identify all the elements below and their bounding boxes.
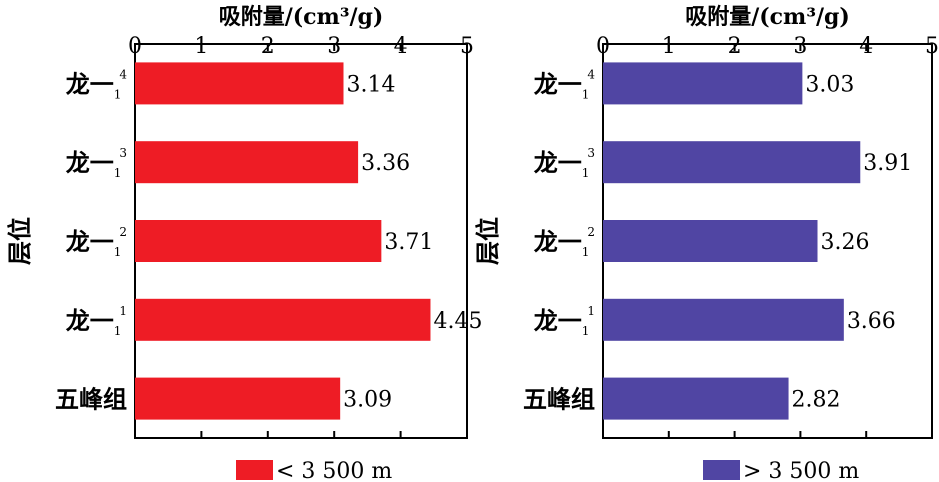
legend-label: > 3 500 m: [743, 459, 859, 482]
x-tick-label: 5: [925, 34, 939, 59]
bar-value-label: 3.71: [384, 230, 433, 255]
category-label-main: 龙一: [534, 69, 582, 98]
x-tick-label: 3: [793, 34, 807, 59]
x-tick-label: 4: [394, 34, 408, 59]
category-label-subscript: 1: [582, 166, 590, 180]
category-label-subscript: 1: [114, 245, 122, 259]
bar: [603, 298, 844, 341]
y-axis-label: 层位: [5, 217, 34, 265]
category-label-main: 五峰组: [523, 385, 595, 414]
category-label: 龙一1 2: [66, 225, 127, 259]
category-label-subscript: 1: [114, 324, 122, 338]
category-label-main: 龙一: [534, 227, 582, 256]
bar-value-label: 3.36: [361, 151, 410, 176]
bar-value-label: 3.14: [346, 72, 395, 97]
category-label: 龙一11: [66, 304, 127, 338]
category-label-main: 龙一: [66, 69, 114, 98]
bar-value-label: 3.26: [821, 230, 870, 255]
x-tick-label: 1: [662, 34, 676, 59]
bar: [603, 62, 803, 105]
category-label: 龙一1 3: [534, 146, 595, 180]
bar-value-label: 3.09: [343, 388, 392, 413]
bar: [135, 298, 431, 341]
category-label-superscript: 4: [119, 67, 127, 81]
bar: [603, 220, 818, 262]
category-label-main: 龙一: [66, 148, 114, 177]
category-label-main: 龙一: [66, 306, 114, 335]
category-label-main: 五峰组: [55, 385, 127, 414]
category-label-subscript: 1: [582, 87, 590, 101]
legend-swatch: [236, 460, 273, 480]
category-label-subscript: 1: [114, 166, 122, 180]
x-tick-label: 0: [128, 34, 142, 59]
category-label-main: 龙一: [66, 227, 114, 256]
x-tick-label: 2: [261, 34, 275, 59]
category-label-superscript: 3: [587, 146, 595, 160]
category-label-superscript: 1: [119, 304, 127, 318]
legend-label: < 3 500 m: [276, 459, 392, 482]
x-tick-label: 4: [859, 34, 873, 59]
bar-value-label: 3.66: [847, 309, 896, 334]
y-axis-label: 层位: [473, 217, 502, 265]
x-tick-label: 0: [596, 34, 610, 59]
bar: [135, 62, 344, 105]
bar: [603, 377, 789, 420]
bar: [135, 141, 359, 184]
category-label-subscript: 1: [114, 87, 122, 101]
category-label-main: 龙一: [534, 148, 582, 177]
x-tick-label: 5: [460, 34, 474, 59]
category-label-main: 龙一: [534, 306, 582, 335]
category-label-superscript: 1: [587, 304, 595, 318]
x-tick-label: 3: [327, 34, 341, 59]
category-label-superscript: 3: [119, 146, 127, 160]
category-label-subscript: 1: [582, 324, 590, 338]
category-label: 龙一11: [534, 304, 595, 338]
category-label: 五峰组: [55, 385, 127, 414]
bar: [135, 377, 341, 420]
bar: [603, 141, 861, 184]
x-tick-label: 1: [194, 34, 208, 59]
category-label: 五峰组: [523, 385, 595, 414]
x-axis-label: 吸附量/(cm³/g): [685, 4, 850, 30]
bar-value-label: 3.91: [863, 151, 912, 176]
category-label: 龙一1 4: [534, 67, 596, 101]
category-label: 龙一1 2: [534, 225, 595, 259]
category-label-subscript: 1: [582, 245, 590, 259]
bar-value-label: 4.45: [433, 309, 482, 334]
category-label-superscript: 2: [587, 225, 595, 239]
bar-value-label: 2.82: [792, 388, 841, 413]
category-label-superscript: 4: [587, 67, 595, 81]
bar-value-label: 3.03: [805, 72, 854, 97]
bar: [135, 220, 382, 262]
legend-swatch: [703, 460, 740, 480]
x-axis-label: 吸附量/(cm³/g): [219, 4, 384, 30]
category-label: 龙一1 3: [66, 146, 127, 180]
x-tick-label: 2: [728, 34, 742, 59]
category-label: 龙一1 4: [66, 67, 128, 101]
category-label-superscript: 2: [119, 225, 127, 239]
